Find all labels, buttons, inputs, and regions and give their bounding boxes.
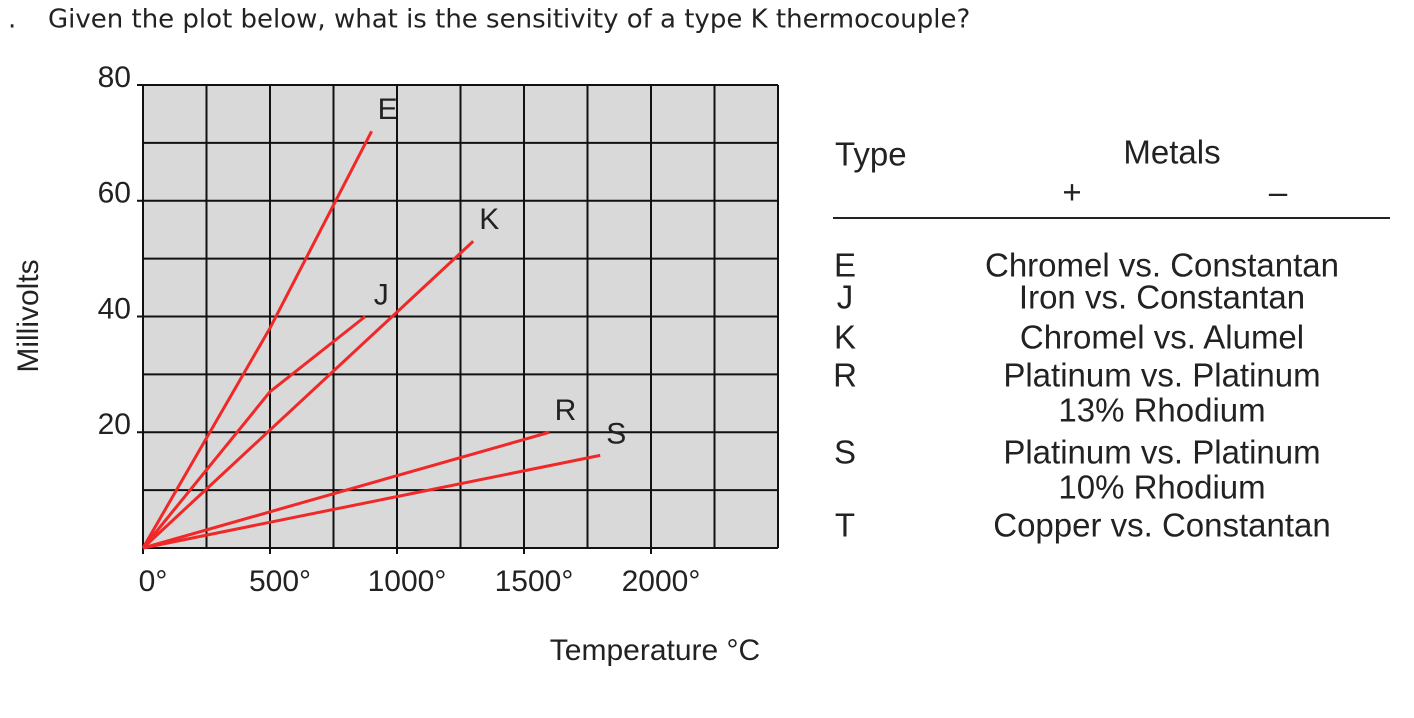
- y-tick-label: 60: [98, 177, 131, 210]
- table-metals: Iron vs. Constantan: [1019, 279, 1305, 316]
- series-label: J: [374, 278, 389, 311]
- question-text: Given the plot below, what is the sensit…: [48, 5, 970, 35]
- x-tick-label: 1500°: [495, 565, 574, 598]
- table-metals: Copper vs. Constantan: [993, 507, 1331, 544]
- table-header: –: [1269, 174, 1288, 211]
- table-type: S: [834, 434, 856, 471]
- table-metals: 13% Rhodium: [1058, 392, 1265, 429]
- y-tick-label: 80: [98, 61, 131, 94]
- table-type: T: [835, 507, 855, 544]
- series-line: [141, 315, 367, 549]
- table-type: E: [834, 247, 856, 284]
- table-type: R: [833, 357, 857, 394]
- table-metals: Chromel vs. Alumel: [1020, 319, 1304, 356]
- table-header: Type: [835, 136, 907, 173]
- table-type: J: [837, 279, 854, 316]
- table-metals: Chromel vs. Constantan: [985, 247, 1339, 284]
- series-line: [142, 453, 601, 550]
- y-tick-label: 20: [98, 408, 131, 441]
- table-metals: Platinum vs. Platinum: [1003, 434, 1320, 471]
- series-line: [141, 240, 475, 550]
- x-tick-label: 1000°: [368, 565, 447, 598]
- question-bullet: .: [8, 5, 16, 35]
- table-metals: 10% Rhodium: [1058, 469, 1265, 506]
- series-label: S: [606, 417, 626, 450]
- table-metals: Platinum vs. Platinum: [1003, 357, 1320, 394]
- table-header: Metals: [1123, 134, 1220, 171]
- x-axis-title: Temperature °C: [550, 634, 760, 667]
- x-tick-label: 2000°: [622, 565, 701, 598]
- series-label: E: [378, 93, 398, 126]
- table-type: K: [834, 319, 856, 356]
- y-tick-label: 40: [98, 292, 131, 325]
- y-axis-title: Millivolts: [12, 259, 45, 372]
- x-tick-label: 500°: [249, 565, 311, 598]
- series-line: [142, 430, 550, 550]
- table-header: +: [1062, 174, 1081, 211]
- series-label: K: [479, 203, 499, 236]
- series-label: R: [555, 394, 577, 427]
- x-tick-label: 0°: [139, 565, 168, 598]
- series-line: [141, 130, 373, 549]
